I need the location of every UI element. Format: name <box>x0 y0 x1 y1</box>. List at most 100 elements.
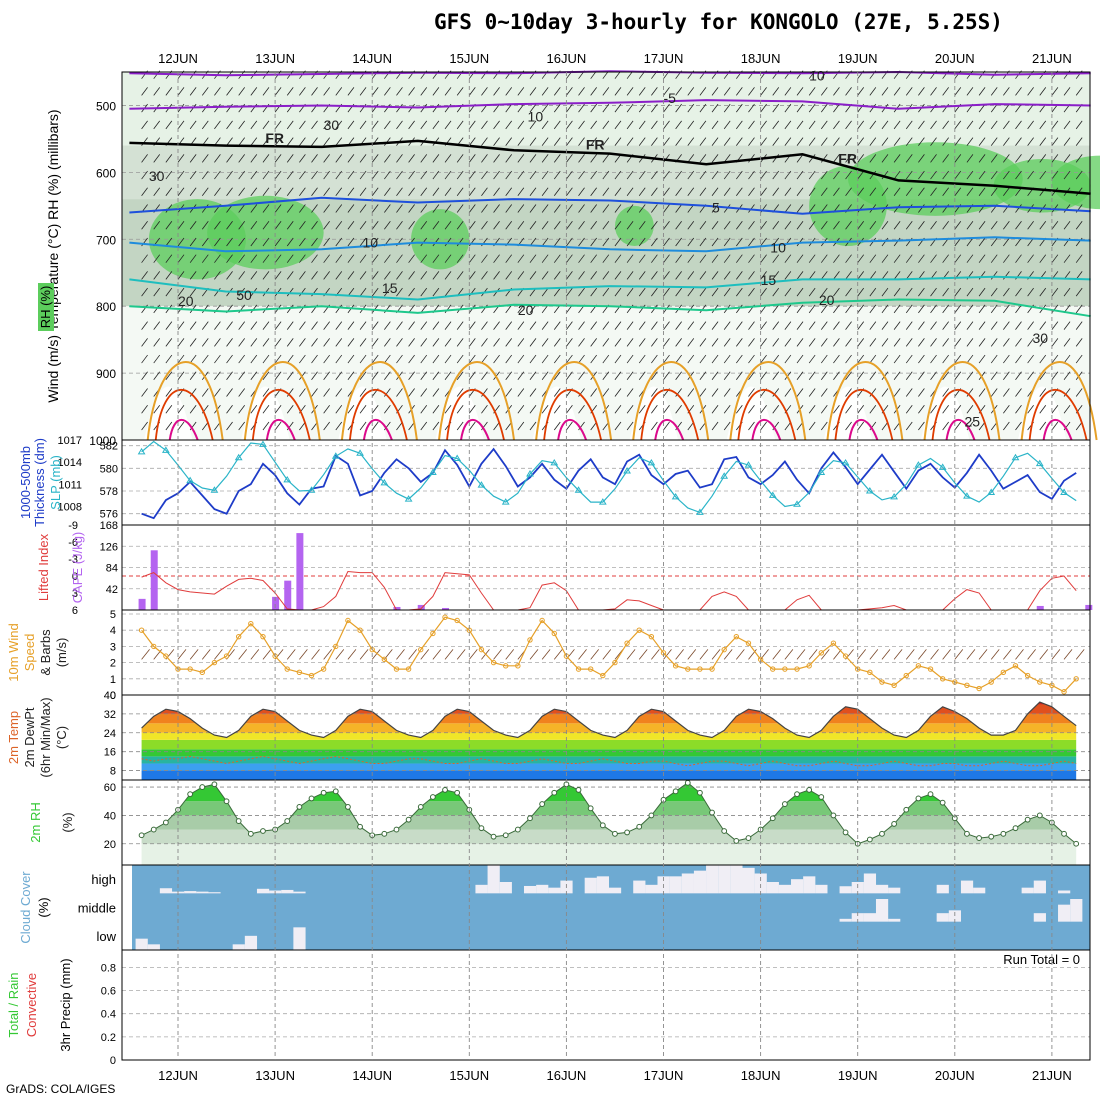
tick-li-3: 3 <box>72 588 78 600</box>
rh-point <box>1036 812 1043 819</box>
temp-line-6 <box>129 298 1091 318</box>
wind-point <box>830 640 837 646</box>
cloud-high-bar <box>1021 887 1034 894</box>
temp-line-4 <box>129 236 1091 253</box>
wind-point <box>709 666 715 672</box>
tick-slp-1011: 1011 <box>58 479 82 491</box>
cloud-high-bar <box>815 884 828 894</box>
tick-cloud-low: low <box>96 929 116 944</box>
wind-point <box>163 653 169 659</box>
wind-point <box>260 633 266 640</box>
wind-barb <box>1015 649 1024 660</box>
slp-point <box>186 476 195 484</box>
temp-line-5 <box>129 275 1091 301</box>
wind-point <box>685 666 691 672</box>
wind-point <box>454 617 460 624</box>
slp-point <box>1060 488 1068 495</box>
rh-point <box>891 821 898 827</box>
cape-bar <box>138 598 146 610</box>
slp-point <box>501 498 510 505</box>
rh-point <box>733 838 740 844</box>
cape-bar <box>284 580 292 610</box>
rh-point <box>806 787 813 793</box>
rh-point <box>648 812 655 819</box>
tick-thick-580: 580 <box>100 463 118 475</box>
wind-barb <box>820 649 830 660</box>
wind-barb <box>699 649 709 660</box>
contour-label-4: 5 <box>712 200 720 216</box>
contour-label-6: 10 <box>770 240 786 256</box>
rh-point <box>162 819 169 826</box>
temp-ylabel-1: 2m DewPt <box>22 707 37 767</box>
rh-point <box>781 801 788 807</box>
cloud-high-bar <box>499 882 512 894</box>
rh-ylabel-0: 2m RH <box>28 802 43 842</box>
cloud-panel: high middle low Cloud Cover (%) <box>18 864 1091 951</box>
rh-point <box>539 801 546 807</box>
cloud-high-bar <box>693 870 707 894</box>
cloud-middle-bar <box>1070 899 1083 922</box>
rh-point <box>150 826 157 833</box>
wind-barb <box>930 649 939 660</box>
rh-point <box>818 794 825 800</box>
run-total-text: Run Total = 0 <box>1003 952 1080 967</box>
isotherm-35-2 <box>362 419 393 441</box>
wind-point <box>636 627 642 633</box>
wind-barb <box>1063 649 1073 660</box>
day-grid: 12JUN 12JUN 13JUN 13JUN 14JUN 14JUN 15JUN 15JUN… <box>158 51 1072 1083</box>
slp-point <box>841 458 850 466</box>
wind-barb <box>736 649 745 660</box>
wind-point <box>503 663 509 669</box>
rh-point <box>490 833 497 840</box>
isotherm-30-4 <box>543 388 602 441</box>
cloud-high-bar <box>633 880 646 894</box>
wind-point <box>879 679 885 685</box>
wind-point <box>964 682 970 688</box>
cloud-high-bar <box>973 887 986 894</box>
cape-bar <box>393 606 401 610</box>
li-ylabel: Lifted Index <box>36 533 51 601</box>
cloud-middle-bar <box>851 913 864 922</box>
wind-point <box>527 637 533 643</box>
slp-ylabel: SLP (mb) <box>48 455 63 510</box>
rh-point <box>1073 840 1080 847</box>
temp-line-0 <box>129 70 1091 77</box>
cloud-low-bar <box>244 935 258 950</box>
tick-slp-1017: 1017 <box>58 435 82 447</box>
thickness-slp-panel: 576 578 580 582 1008 1011 1014 1017 1000-500mb Th… <box>18 435 1091 527</box>
cloud-high-bar <box>669 876 682 894</box>
rh-point <box>393 826 400 833</box>
slp-point <box>259 440 267 447</box>
wind-barb <box>529 649 539 660</box>
rh-point <box>866 836 873 843</box>
wind-point <box>211 659 218 666</box>
cloud-low-bar <box>232 944 245 950</box>
cloud-low-bar <box>293 927 306 950</box>
thickness-frame <box>121 439 1091 526</box>
wind-barb <box>505 649 515 660</box>
date-top-20JUN: 20JUN <box>935 51 975 66</box>
wind-point <box>381 656 388 663</box>
cloud-high-bar <box>293 891 306 894</box>
contour-label-15: 30 <box>149 168 165 184</box>
wind-barb <box>954 649 964 660</box>
date-top-17JUN: 17JUN <box>644 51 684 66</box>
slp-point <box>210 486 219 493</box>
rh-point <box>636 823 643 830</box>
cloud-ylabel-2: (%) <box>36 897 51 917</box>
tick-wind-2: 2 <box>110 658 116 670</box>
isotherm-30-3 <box>446 388 505 441</box>
wind-barb <box>893 649 903 660</box>
tick-slp-1008: 1008 <box>58 502 82 514</box>
cloud-high-bar <box>1058 890 1071 894</box>
isotherm-30-1 <box>251 388 311 441</box>
wind-point <box>1037 679 1043 685</box>
slp-point <box>526 470 534 477</box>
wind-point <box>867 669 873 676</box>
isotherm-25-3 <box>438 361 516 441</box>
contour-label-16: 50 <box>236 287 252 303</box>
date-top-19JUN: 19JUN <box>838 51 878 66</box>
isotherm-25-5 <box>632 361 710 441</box>
slp-point <box>331 452 340 459</box>
